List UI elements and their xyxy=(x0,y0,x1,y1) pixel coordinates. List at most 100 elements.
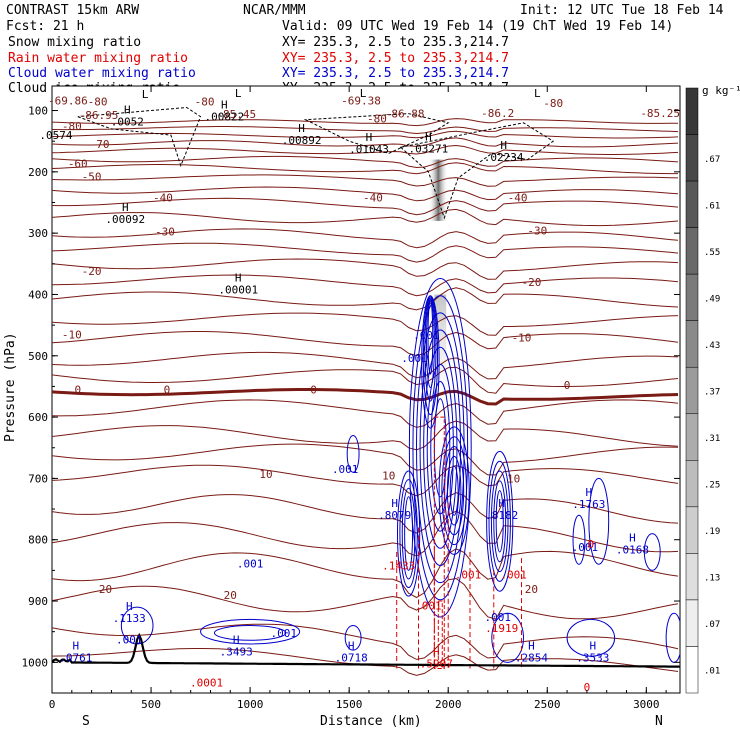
colorbar: .67 .61 .55 .49 .43 .37 .31 .25 .19 .13 .07 .01 xyxy=(685,87,720,694)
legend-rain-label: Rain water mixing ratio xyxy=(8,51,188,66)
colorbar-bin xyxy=(685,87,699,135)
cloud-water-contour xyxy=(421,295,440,429)
cloudwater-extremum-mark: H xyxy=(590,639,597,652)
temperature-label: 10 xyxy=(259,468,272,481)
isotherm-line xyxy=(52,623,679,660)
temperature-label: 20 xyxy=(99,583,112,596)
x-tick-label: 500 xyxy=(141,698,161,711)
rain-extremum-mark: H xyxy=(433,646,440,659)
forecast-hour: Fcst: 21 h xyxy=(6,19,84,34)
cloudwater-extremum-mark: H xyxy=(528,639,535,652)
cloud-water-contour xyxy=(408,278,472,618)
cloud-ice-contour xyxy=(399,122,555,220)
rain-extremum-value: .001 xyxy=(500,569,527,582)
isotherm-line xyxy=(52,577,679,620)
cloud-water-contour xyxy=(427,300,434,375)
ice-extremum-value: .0052 xyxy=(111,116,144,129)
isotherm-line xyxy=(52,420,679,451)
rain-water-contours xyxy=(396,416,523,669)
colorbar-label: .37 xyxy=(704,388,720,398)
cloud-water-contour xyxy=(416,312,465,584)
rain-extremum-value: 0 xyxy=(588,538,595,551)
temperature-label: -86.95 xyxy=(79,109,119,122)
cloudwater-extremum-value: .2854 xyxy=(515,651,548,664)
cloudwater-extremum-value: .0718 xyxy=(335,651,368,664)
cloud-water-contour xyxy=(412,295,469,601)
isotherm-line xyxy=(52,162,678,175)
isotherm-line xyxy=(52,510,679,557)
temperature-label: -20 xyxy=(521,276,541,289)
ice-extremum-mark: L xyxy=(142,88,149,101)
isotherm-line xyxy=(52,351,679,380)
cloud-water-contour xyxy=(396,470,421,597)
colorbar-bin xyxy=(685,460,699,508)
y-axis-label: Pressure (hPa) xyxy=(3,332,18,442)
cloudwater-extremum-value: .001 xyxy=(484,611,511,624)
temperature-label: -40 xyxy=(508,192,528,205)
cloudwater-extremum-value: .001 xyxy=(237,558,264,571)
cloud-water-contour xyxy=(495,490,504,553)
model-title: CONTRAST 15km ARW xyxy=(6,3,139,18)
terrain-path xyxy=(52,632,680,668)
cloud-water-contour xyxy=(490,470,509,573)
colorbar-label: .55 xyxy=(704,248,720,258)
snow-shading xyxy=(428,159,449,393)
colorbar-bin xyxy=(685,180,699,228)
temperature-label: 0 xyxy=(74,384,81,397)
cloud-water-contour xyxy=(425,298,435,389)
isotherm-line xyxy=(52,399,679,428)
x-tick-label: 2000 xyxy=(435,698,462,711)
colorbar-label: .31 xyxy=(704,434,720,444)
rain-extremum-value: .1919 xyxy=(485,622,518,635)
cloudwater-extremum-mark: H xyxy=(391,497,398,510)
isotherm-line xyxy=(52,464,679,497)
isotherm-line xyxy=(52,274,679,297)
cloudwater-extremum-value: .001 xyxy=(413,329,440,342)
colorbar-label: .49 xyxy=(704,294,720,304)
colorbar-bin xyxy=(685,553,699,601)
temperature-label: -10 xyxy=(62,328,82,341)
isotherm-line xyxy=(52,258,679,280)
cloud-ice-contour xyxy=(303,113,450,154)
cloud-water-contour xyxy=(449,465,459,516)
temperature-label: -50 xyxy=(82,171,102,184)
cloudwater-extremum-value: .0761 xyxy=(59,651,92,664)
y-tick-label: 400 xyxy=(28,288,48,301)
ice-extremum-mark: L xyxy=(534,87,541,100)
valid-time: Valid: 09 UTC Wed 19 Feb 14 (19 ChT Wed … xyxy=(282,19,673,34)
cloudwater-extremum-mark: H xyxy=(498,497,505,510)
terrain-line xyxy=(52,632,680,668)
temperature-label: -30 xyxy=(155,225,175,238)
isotherm-line xyxy=(52,186,679,202)
ice-extremum-value: .01043 xyxy=(349,143,389,156)
snow-column xyxy=(428,159,449,221)
isotherm-line xyxy=(52,312,679,336)
temperature-label: -80 xyxy=(367,112,387,125)
x-tick-label: 2500 xyxy=(534,698,561,711)
temperature-label: -40 xyxy=(153,192,173,205)
isotherm-line xyxy=(52,144,679,155)
temperature-label: -40 xyxy=(363,192,383,205)
cloud-water-contour xyxy=(422,296,439,416)
y-tick-label: 200 xyxy=(28,166,48,179)
rain-extremum-value: .5907 xyxy=(420,658,453,671)
isotherm-line xyxy=(52,137,679,148)
cloud-water-contour xyxy=(566,618,616,657)
y-tick-label: 500 xyxy=(28,350,48,363)
cloud-water-contour xyxy=(426,363,454,532)
isotherm-line xyxy=(52,208,679,227)
temperature-label: -80 xyxy=(88,95,108,108)
ice-extremum-mark: L xyxy=(360,87,367,100)
cloud-water-contour xyxy=(401,487,416,580)
y-tick-label: 700 xyxy=(28,472,48,485)
temperature-contours xyxy=(52,118,679,676)
x-tick-label: 1500 xyxy=(336,698,363,711)
isotherm-line xyxy=(52,197,679,216)
legend-snow-label: Snow mixing ratio xyxy=(8,35,141,50)
ice-extremum-mark: H xyxy=(124,104,131,117)
ice-extremum-value: .0574 xyxy=(39,129,72,142)
temperature-label: 10 xyxy=(382,469,395,482)
